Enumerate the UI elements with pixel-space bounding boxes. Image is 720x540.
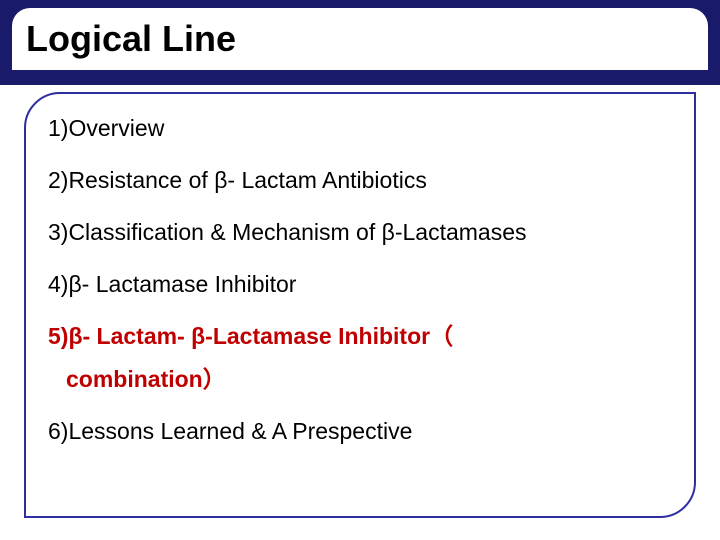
list-item: 2)Resistance of β- Lactam Antibiotics — [48, 166, 672, 196]
list-item: 6)Lessons Learned & A Prespective — [48, 417, 672, 447]
list-item: 3)Classification & Mechanism of β-Lactam… — [48, 218, 672, 248]
slide-title: Logical Line — [26, 18, 236, 60]
title-bar: Logical Line — [12, 8, 708, 70]
highlight-line2: combination） — [48, 365, 672, 395]
list-item: 1)Overview — [48, 114, 672, 144]
list-item: 4)β- Lactamase Inhibitor — [48, 270, 672, 300]
highlight-line1: 5)β- Lactam- β-Lactamase Inhibitor（ — [48, 323, 453, 349]
list-item-highlight: 5)β- Lactam- β-Lactamase Inhibitor（ comb… — [48, 322, 672, 396]
content-box: 1)Overview 2)Resistance of β- Lactam Ant… — [24, 92, 696, 518]
